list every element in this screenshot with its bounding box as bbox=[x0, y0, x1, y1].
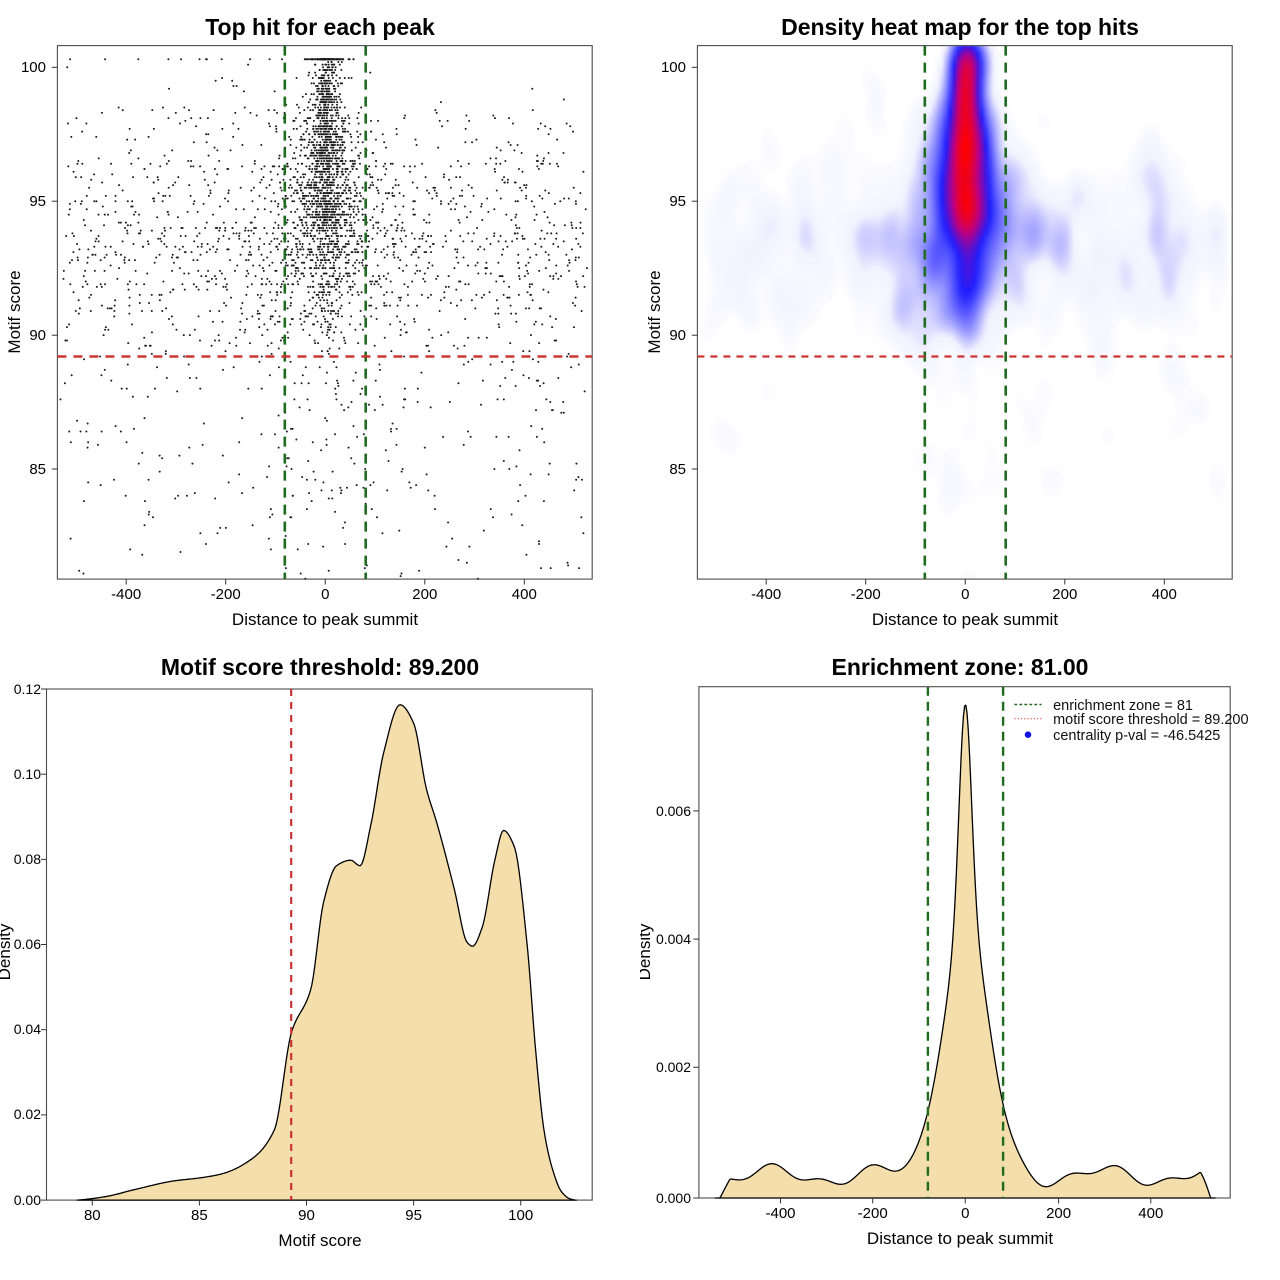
svg-text:0.08: 0.08 bbox=[14, 851, 41, 867]
svg-text:0: 0 bbox=[321, 586, 329, 603]
svg-text:0.06: 0.06 bbox=[14, 936, 41, 952]
svg-text:Motif score: Motif score bbox=[278, 1231, 361, 1250]
svg-text:85: 85 bbox=[191, 1207, 208, 1224]
svg-text:0.000: 0.000 bbox=[656, 1190, 691, 1206]
svg-text:400: 400 bbox=[512, 586, 537, 603]
svg-text:Distance to peak summit: Distance to peak summit bbox=[232, 610, 418, 629]
svg-text:centrality p-val = -46.5425: centrality p-val = -46.5425 bbox=[1053, 728, 1220, 744]
svg-text:95: 95 bbox=[29, 193, 46, 210]
svg-text:Density: Density bbox=[0, 923, 14, 980]
svg-text:-400: -400 bbox=[111, 586, 141, 603]
svg-text:0.006: 0.006 bbox=[656, 803, 691, 819]
svg-text:-400: -400 bbox=[765, 1205, 795, 1222]
svg-text:0.04: 0.04 bbox=[14, 1021, 41, 1037]
svg-text:400: 400 bbox=[1152, 586, 1177, 603]
svg-text:-200: -200 bbox=[851, 586, 881, 603]
svg-text:200: 200 bbox=[412, 586, 437, 603]
svg-text:Distance to peak summit: Distance to peak summit bbox=[872, 610, 1058, 629]
svg-text:95: 95 bbox=[405, 1207, 422, 1224]
svg-text:85: 85 bbox=[29, 461, 46, 478]
svg-text:85: 85 bbox=[669, 461, 686, 478]
svg-text:Motif score: Motif score bbox=[5, 270, 24, 353]
svg-text:0.10: 0.10 bbox=[14, 766, 41, 782]
svg-text:0.12: 0.12 bbox=[14, 681, 41, 697]
svg-text:90: 90 bbox=[669, 327, 686, 344]
svg-text:0.004: 0.004 bbox=[656, 931, 691, 947]
svg-text:motif score threshold = 89.200: motif score threshold = 89.200 bbox=[1053, 712, 1248, 728]
svg-text:80: 80 bbox=[84, 1207, 101, 1224]
svg-text:90: 90 bbox=[298, 1207, 315, 1224]
svg-text:-200: -200 bbox=[858, 1205, 888, 1222]
svg-text:100: 100 bbox=[508, 1207, 533, 1224]
svg-text:95: 95 bbox=[669, 193, 686, 210]
svg-text:100: 100 bbox=[21, 59, 46, 76]
svg-text:100: 100 bbox=[661, 59, 686, 76]
svg-text:Distance to peak summit: Distance to peak summit bbox=[867, 1229, 1053, 1248]
svg-text:Density: Density bbox=[640, 923, 654, 980]
svg-text:200: 200 bbox=[1052, 586, 1077, 603]
svg-text:0.02: 0.02 bbox=[14, 1106, 41, 1122]
svg-text:0.002: 0.002 bbox=[656, 1059, 691, 1075]
svg-text:-200: -200 bbox=[211, 586, 241, 603]
svg-text:200: 200 bbox=[1046, 1205, 1071, 1222]
svg-text:400: 400 bbox=[1138, 1205, 1163, 1222]
svg-text:0: 0 bbox=[961, 1205, 969, 1222]
svg-text:0: 0 bbox=[961, 586, 969, 603]
svg-text:-400: -400 bbox=[751, 586, 781, 603]
svg-text:0.00: 0.00 bbox=[14, 1192, 41, 1208]
svg-text:90: 90 bbox=[29, 327, 46, 344]
svg-text:Motif score: Motif score bbox=[645, 270, 664, 353]
